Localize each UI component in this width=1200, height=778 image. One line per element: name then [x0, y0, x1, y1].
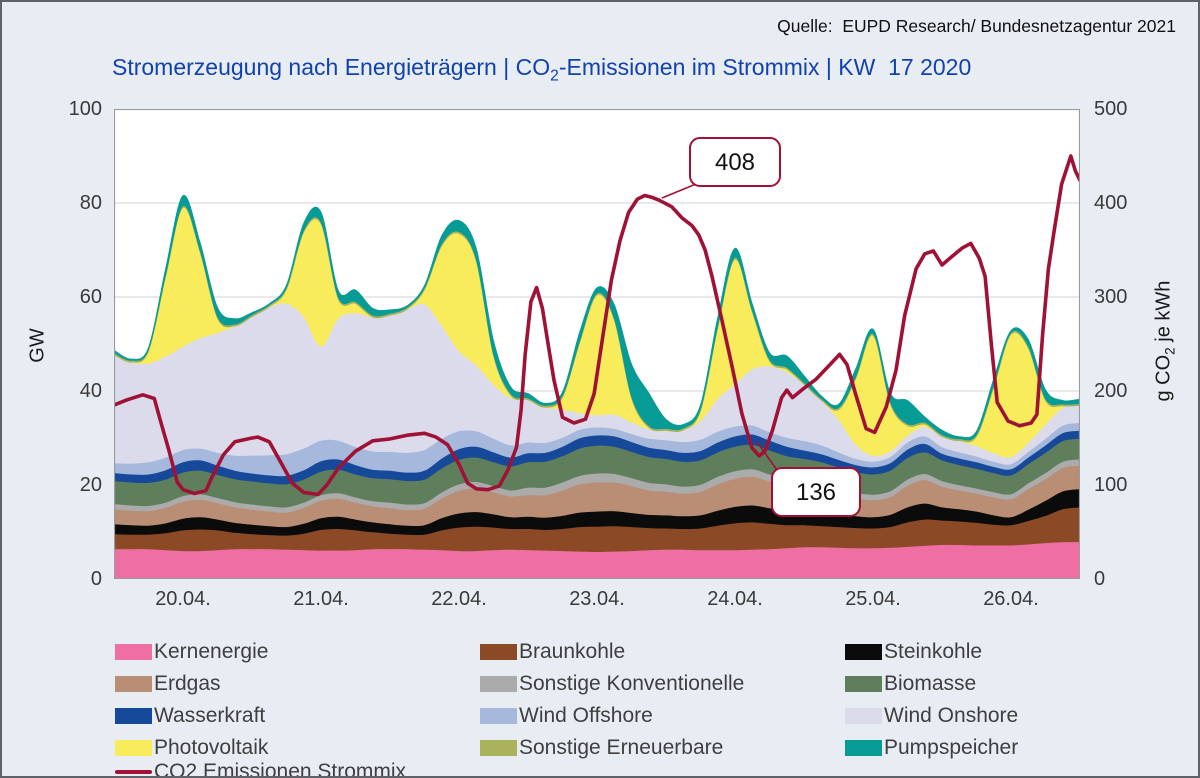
y-right-tick-label: 500: [1094, 98, 1128, 120]
legend-label: Wind Offshore: [519, 704, 653, 727]
y-right-tick-label: 300: [1094, 286, 1128, 308]
legend-item-wasserkraft: Wasserkraft: [115, 704, 265, 728]
legend-color-swatch: [115, 708, 152, 724]
chart-title-subscript: 2: [550, 67, 559, 85]
x-tick-label: 20.04.: [155, 588, 211, 610]
y-right-tick-label: 200: [1094, 380, 1128, 402]
annotation-leader: [756, 441, 778, 471]
chart-title-part2: -Emissionen im Strommix | KW 17 2020: [558, 54, 972, 80]
annotation-value: 136: [796, 479, 836, 506]
annotation-leader: [661, 183, 697, 199]
x-tick-label: 26.04.: [983, 588, 1039, 610]
y-left-tick-label: 20: [79, 474, 102, 496]
legend-item-co2-emissionen-strommix: CO2 Emissionen Strommix: [115, 760, 407, 778]
legend-item-steinkohle: Steinkohle: [845, 640, 982, 664]
legend-color-swatch: [480, 644, 517, 660]
legend-item-kernenergie: Kernenergie: [115, 640, 268, 664]
legend-color-swatch: [115, 644, 152, 660]
legend-label: Biomasse: [884, 672, 977, 695]
x-tick-label: 25.04.: [845, 588, 901, 610]
legend-label: Sonstige Konventionelle: [519, 672, 745, 695]
legend-item-photovoltaik: Photovoltaik: [115, 736, 268, 760]
legend-color-swatch: [480, 676, 517, 692]
legend-label: Kernenergie: [154, 640, 269, 663]
legend-item-sonstige-erneuerbare: Sonstige Erneuerbare: [480, 736, 723, 760]
annotation-box: [771, 467, 861, 517]
legend-line-swatch: [115, 770, 152, 774]
co2-emissions-line: [114, 154, 1080, 497]
x-tick-label: 21.04.: [293, 588, 349, 610]
legend-label: Sonstige Erneuerbare: [519, 736, 724, 759]
y-left-tick-label: 100: [68, 98, 102, 120]
legend-label: Photovoltaik: [154, 736, 269, 759]
y-left-tick-label: 60: [79, 286, 102, 308]
legend-item-pumpspeicher: Pumpspeicher: [845, 736, 1018, 760]
y-left-tick-label: 40: [79, 380, 102, 402]
y-left-tick-label: 0: [90, 568, 102, 590]
legend-item-wind-onshore: Wind Onshore: [845, 704, 1018, 728]
legend-item-erdgas: Erdgas: [115, 672, 221, 696]
legend-color-swatch: [115, 676, 152, 692]
legend-color-swatch: [480, 740, 517, 756]
y-right-tick-label: 0: [1094, 568, 1106, 590]
source-credit: Quelle: EUPD Research/ Bundesnetzagentur…: [777, 16, 1176, 36]
legend-color-swatch: [480, 708, 517, 724]
legend-color-swatch: [845, 676, 882, 692]
chart-title-part1: Stromerzeugung nach Energieträgern | CO: [112, 54, 551, 80]
legend-label: Wasserkraft: [154, 704, 266, 727]
chart-title: Stromerzeugung nach Energieträgern | CO2…: [112, 54, 971, 86]
legend-item-braunkohle: Braunkohle: [480, 640, 625, 664]
annotation-box: [689, 137, 781, 187]
legend-label: Pumpspeicher: [884, 736, 1019, 759]
x-tick-label: 24.04.: [707, 588, 763, 610]
plot-area: 408 136: [114, 109, 1080, 579]
legend-color-swatch: [115, 740, 152, 756]
legend-item-biomasse: Biomasse: [845, 672, 976, 696]
y-right-tick-label: 100: [1094, 474, 1128, 496]
legend-label: Erdgas: [154, 672, 221, 695]
legend-color-swatch: [845, 708, 882, 724]
legend-item-sonstige-konventionelle: Sonstige Konventionelle: [480, 672, 744, 696]
legend-color-swatch: [845, 740, 882, 756]
y-right-tick-label: 400: [1094, 192, 1128, 214]
legend-label: Braunkohle: [519, 640, 626, 663]
y-left-tick-label: 80: [79, 192, 102, 214]
annotation-value: 408: [715, 149, 755, 176]
legend-label: CO2 Emissionen Strommix: [154, 760, 407, 778]
plot-border: [114, 109, 1080, 579]
legend-label: Wind Onshore: [884, 704, 1019, 727]
legend-item-wind-offshore: Wind Offshore: [480, 704, 653, 728]
legend-label: Steinkohle: [884, 640, 983, 663]
x-tick-label: 22.04.: [431, 588, 487, 610]
legend-color-swatch: [845, 644, 882, 660]
x-tick-label: 23.04.: [569, 588, 625, 610]
